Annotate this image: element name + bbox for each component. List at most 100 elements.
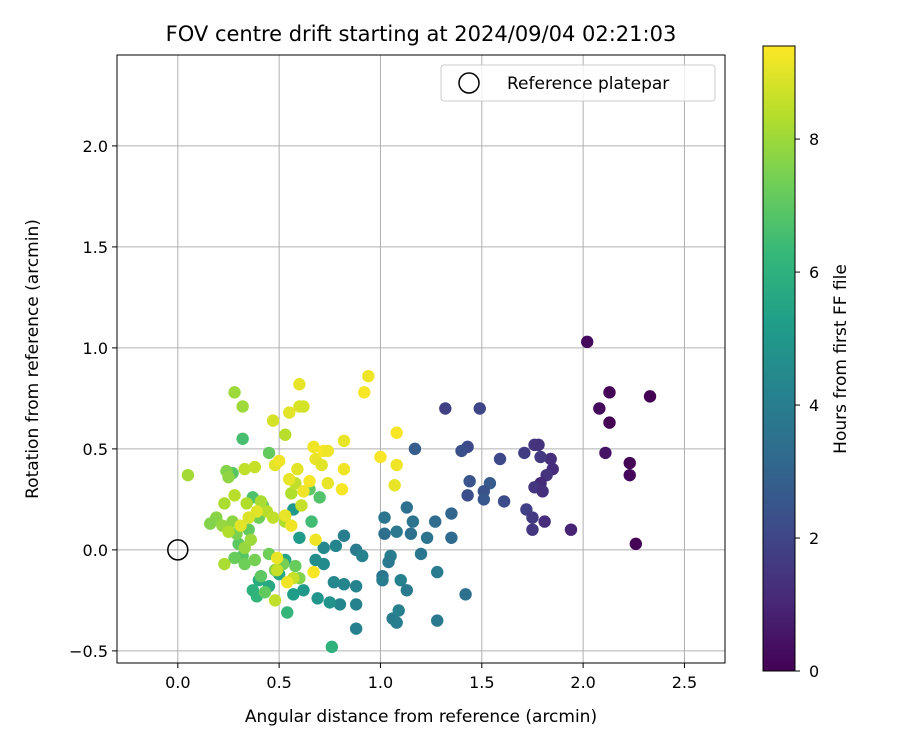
scatter-point (408, 442, 422, 456)
scatter-point (309, 533, 322, 546)
y-axis-label: Rotation from reference (arcmin) (23, 219, 43, 499)
scatter-point (268, 594, 282, 607)
colorbar: 0 2 4 6 8 Hours from first FF file (762, 45, 851, 681)
scatter-point (218, 557, 231, 571)
legend-label-reference-platepar: Reference platepar (507, 74, 669, 94)
legend-box (440, 64, 716, 102)
scatter-point (228, 386, 241, 399)
scatter-point (181, 468, 195, 482)
scatter-point (564, 523, 578, 536)
scatter-point (240, 497, 253, 510)
scatter-point (283, 406, 296, 419)
scatter-point (392, 604, 405, 617)
scatter-point (329, 539, 343, 553)
scatter-point (599, 446, 612, 460)
scatter-point (518, 446, 531, 460)
scatter-point (287, 588, 300, 601)
scatter-point (325, 640, 339, 654)
scatter-point (204, 517, 217, 530)
scatter-point (374, 450, 387, 464)
scatter-point (580, 335, 594, 349)
scatter-point (358, 386, 371, 399)
colorbar-ticks: 0 2 4 6 8 (795, 130, 819, 681)
scatter-point (228, 551, 241, 565)
scatter-point (270, 563, 284, 577)
reference-platepar-marker (167, 539, 189, 561)
scatter-point (414, 547, 428, 561)
scatter-point (497, 495, 511, 508)
scatter-point (623, 468, 636, 482)
scatter-point (305, 515, 318, 528)
y-tick-label: 2.0 (83, 137, 108, 156)
scatter-point (390, 525, 403, 538)
scatter-point (463, 475, 476, 488)
y-tick-label: −0.5 (69, 642, 108, 661)
scatter-point (297, 584, 310, 597)
scatter-point (297, 485, 310, 498)
scatter-point (439, 402, 452, 415)
scatter-point (461, 489, 474, 502)
scatter-point (536, 485, 549, 498)
scatter-point (248, 460, 262, 474)
scatter-point (321, 477, 334, 490)
scatter-point (281, 576, 294, 589)
scatter-point (238, 557, 251, 571)
scatter-point (400, 501, 414, 514)
scatter-point (337, 578, 351, 591)
scatter-point (283, 472, 296, 486)
x-tick-label: 0.0 (165, 673, 190, 692)
scatter-point (477, 493, 491, 506)
colorbar-label: Hours from first FF file (831, 264, 851, 454)
y-tick-label: 0.5 (83, 440, 108, 459)
scatter-point (629, 537, 643, 551)
scatter-point (270, 551, 284, 565)
scatter-point (307, 440, 320, 454)
x-tick-label: 0.5 (266, 673, 291, 692)
scatter-point (394, 573, 407, 587)
scatter-point (388, 479, 401, 492)
scatter-point (538, 515, 551, 528)
scatter-point (293, 378, 306, 391)
scatter-point (317, 541, 330, 555)
scatter-point (248, 553, 262, 567)
scatter-point (313, 491, 326, 504)
scatter-point (349, 622, 363, 635)
legend-open-circle-icon (458, 72, 480, 94)
scatter-point (281, 606, 294, 619)
scatter-point (445, 531, 458, 544)
scatter-point (321, 444, 334, 458)
scatter-point (218, 497, 231, 510)
scatter-point (242, 511, 255, 524)
scatter-point (228, 489, 241, 502)
legend: Reference platepar (440, 64, 716, 102)
scatter-point (404, 527, 418, 540)
scatter-point (603, 386, 616, 399)
scatter-point (311, 592, 324, 605)
scatter-point (295, 499, 308, 512)
colorbar-tick-label: 8 (809, 130, 819, 149)
scatter-point (362, 369, 375, 383)
scatter-point (293, 531, 306, 544)
scatter-point (323, 596, 336, 609)
scatter-point (473, 402, 486, 415)
scatter-point (238, 462, 251, 476)
scatter-point (390, 616, 403, 629)
plot-frame (116, 54, 726, 664)
scatter-point (623, 456, 636, 470)
scatter-point (309, 553, 322, 567)
scatter-point (289, 559, 302, 573)
scatter-point (333, 598, 347, 611)
x-tick-label: 1.0 (368, 673, 393, 692)
scatter-point (459, 588, 472, 601)
scatter-point (356, 549, 369, 563)
scatter-point (455, 444, 468, 458)
scatter-point (534, 450, 547, 464)
scatter-point (279, 509, 292, 522)
data-points (181, 335, 657, 654)
scatter-point (244, 533, 257, 546)
grid-lines (117, 55, 725, 663)
scatter-point (544, 452, 557, 466)
x-tick-label: 2.5 (672, 673, 697, 692)
scatter-point (254, 569, 268, 583)
y-tick-label: 0.0 (83, 541, 108, 560)
